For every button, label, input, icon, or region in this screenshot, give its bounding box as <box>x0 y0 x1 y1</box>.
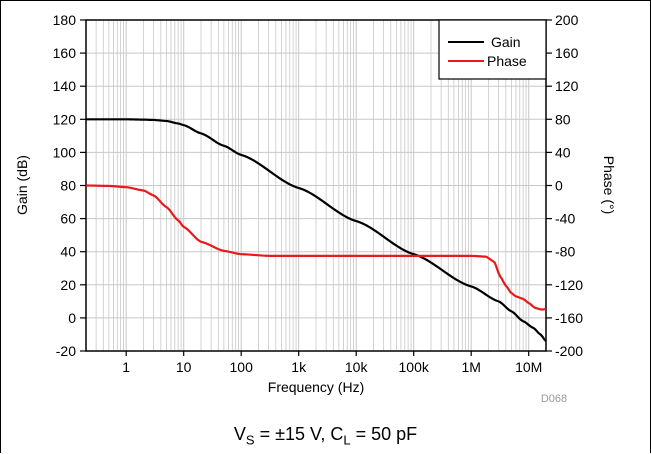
left-tick-label: -20 <box>56 343 76 359</box>
figure-id: D068 <box>541 393 567 405</box>
right-tick-label: 200 <box>555 12 579 28</box>
left-tick-label: 80 <box>60 178 76 194</box>
series-line-gain <box>86 118 547 342</box>
series-layer <box>85 118 547 342</box>
left-tick-label: 120 <box>53 111 77 127</box>
series-line-phase <box>85 184 547 311</box>
left-tick-label: 40 <box>60 244 76 260</box>
right-tick-label: 160 <box>555 45 579 61</box>
x-axis-ticks: 1 10 100 1k 10k 100k 1M 10M <box>122 351 542 375</box>
x-tick-label: 10M <box>515 359 542 375</box>
right-tick-label: 0 <box>555 178 563 194</box>
legend-label-phase: Phase <box>487 53 527 69</box>
right-tick-label: -40 <box>555 211 575 227</box>
x-tick-label: 100k <box>399 359 430 375</box>
left-tick-label: 0 <box>68 310 76 326</box>
left-tick-label: 140 <box>53 78 77 94</box>
right-tick-label: -200 <box>555 343 583 359</box>
x-tick-label: 10k <box>345 359 369 375</box>
left-tick-label: 60 <box>60 211 76 227</box>
left-tick-label: 160 <box>53 45 77 61</box>
right-tick-label: 40 <box>555 144 571 160</box>
left-axis-ticks: 180 160 140 120 100 80 60 40 20 0 -20 <box>53 12 86 359</box>
right-tick-label: 80 <box>555 111 571 127</box>
x-tick-label: 10 <box>176 359 192 375</box>
x-tick-label: 1 <box>122 359 130 375</box>
left-tick-label: 20 <box>60 277 76 293</box>
legend: Gain Phase <box>438 19 547 80</box>
legend-box <box>438 19 547 80</box>
y-axis-label-left: Gain (dB) <box>14 155 30 215</box>
y-axis-label-right: Phase (°) <box>601 156 617 215</box>
legend-label-gain: Gain <box>491 34 521 50</box>
x-tick-label: 1k <box>291 359 307 375</box>
left-tick-label: 180 <box>53 12 77 28</box>
right-tick-label: -160 <box>555 310 583 326</box>
x-tick-label: 1M <box>461 359 480 375</box>
right-axis-ticks: 200 160 120 80 40 0 -40 -80 -120 -160 -200 <box>546 12 583 359</box>
right-tick-label: 120 <box>555 78 579 94</box>
right-tick-label: -120 <box>555 277 583 293</box>
x-tick-label: 100 <box>230 359 254 375</box>
x-axis-label: Frequency (Hz) <box>268 379 364 395</box>
test-conditions-caption: VS = ±15 V, CL = 50 pF <box>233 424 418 448</box>
right-tick-label: -80 <box>555 244 575 260</box>
left-tick-label: 100 <box>53 144 77 160</box>
